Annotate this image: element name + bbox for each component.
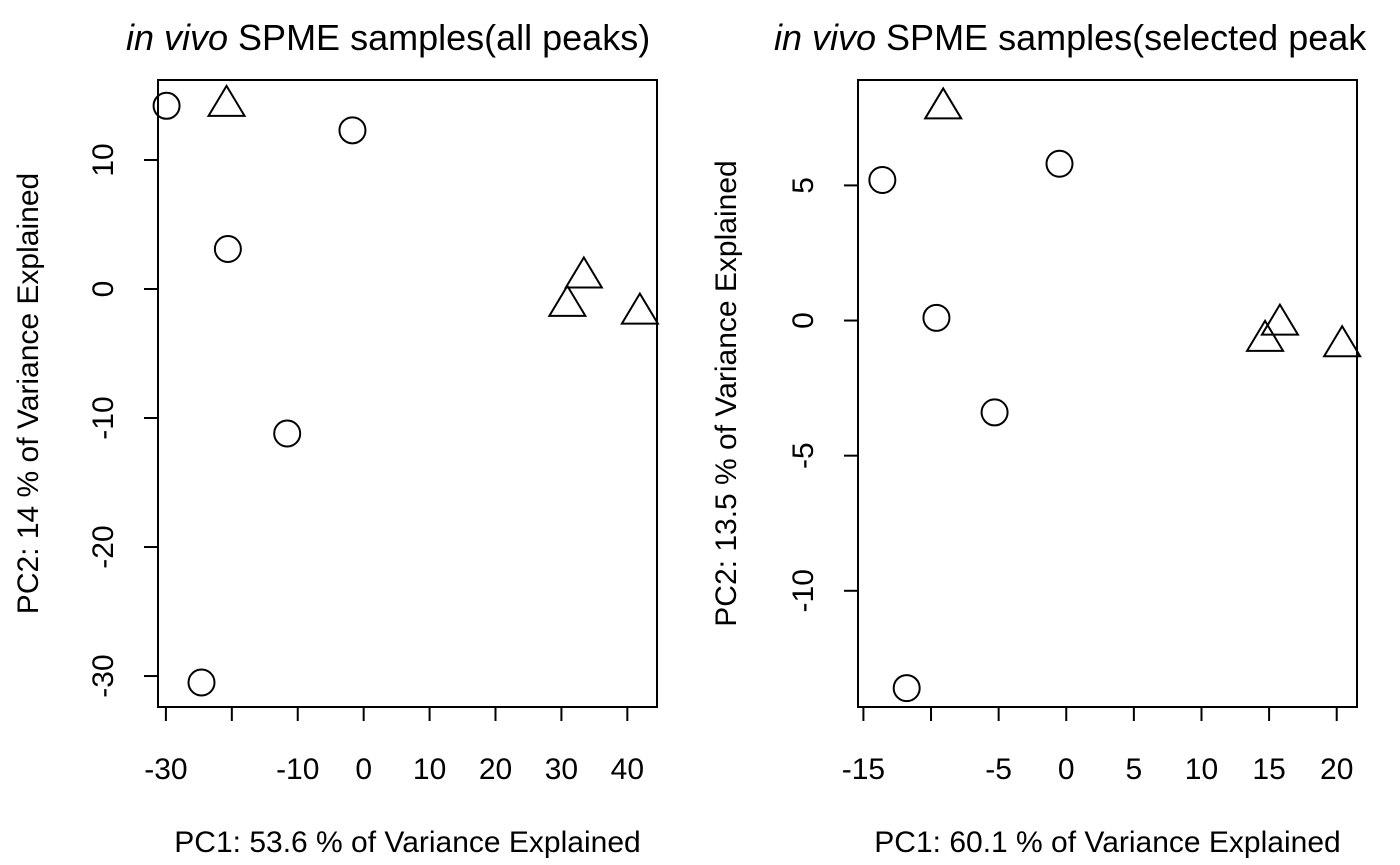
pca-panel-1: in vivo SPME samples(all peaks) -30 -10 0 10…: [12, 17, 660, 859]
x-tick-label: 15: [1252, 753, 1285, 786]
x-tick-label: 0: [1058, 753, 1075, 786]
y-tick-label: -10: [87, 396, 120, 439]
point-triangle: [923, 86, 963, 120]
x-tick-label: -30: [144, 753, 187, 786]
x-tick-label: 40: [611, 753, 644, 786]
point-circle: [152, 91, 181, 120]
y-tick-label: -10: [787, 569, 820, 612]
point-circle: [980, 398, 1009, 427]
point-triangle: [1322, 324, 1362, 358]
point-circle: [338, 116, 367, 145]
chart-title-rest: SPME samples(selected peak: [876, 17, 1367, 58]
x-axis-label: PC1: 60.1 % of Variance Explained: [874, 826, 1340, 859]
y-axis-label: PC2: 13.5 % of Variance Explained: [710, 160, 743, 626]
x-axis-label: PC1: 53.6 % of Variance Explained: [174, 826, 640, 859]
chart-title: in vivo SPME samples(all peaks): [126, 17, 650, 58]
y-axis-label: PC2: 14 % of Variance Explained: [12, 173, 45, 614]
y-tick-label: 10: [87, 143, 120, 176]
point-triangle: [206, 83, 247, 117]
x-tick-label: -10: [276, 753, 319, 786]
chart-title-italic: in vivo: [774, 17, 876, 58]
point-circle: [213, 235, 242, 264]
chart-title-rest: SPME samples(all peaks): [228, 17, 650, 58]
y-tick-label: -5: [787, 442, 820, 469]
x-tick-label: 30: [545, 753, 578, 786]
point-triangle: [1245, 318, 1285, 352]
x-tick-label: -15: [842, 753, 885, 786]
point-triangle: [1260, 302, 1300, 336]
point-circle: [273, 419, 302, 448]
pca-panel-2: in vivo SPME samples(selected peak -15 -5 0…: [710, 17, 1367, 859]
y-tick-label: 0: [87, 281, 120, 298]
y-tick-label: 0: [787, 312, 820, 329]
x-tick-label: -5: [985, 753, 1012, 786]
plot-frame: [857, 79, 1358, 708]
y-tick-label: -20: [87, 525, 120, 568]
point-circle: [892, 674, 921, 703]
point-circle: [868, 165, 897, 194]
point-triangle: [620, 291, 660, 325]
x-tick-label: 10: [1185, 753, 1218, 786]
point-triangle: [547, 283, 588, 317]
x-tick-label: 20: [1320, 753, 1353, 786]
y-tick-label: -30: [87, 654, 120, 697]
plot-frame: [157, 79, 658, 708]
chart-title-italic: in vivo: [126, 17, 228, 58]
point-triangle: [564, 255, 604, 289]
point-circle: [922, 303, 951, 332]
x-tick-label: 5: [1126, 753, 1143, 786]
chart-title: in vivo SPME samples(selected peak: [774, 17, 1367, 58]
x-tick-label: 20: [479, 753, 512, 786]
x-tick-label: 0: [355, 753, 372, 786]
point-circle: [1045, 149, 1074, 178]
y-tick-label: 5: [787, 177, 820, 194]
x-tick-label: 10: [413, 753, 446, 786]
point-circle: [187, 668, 216, 697]
